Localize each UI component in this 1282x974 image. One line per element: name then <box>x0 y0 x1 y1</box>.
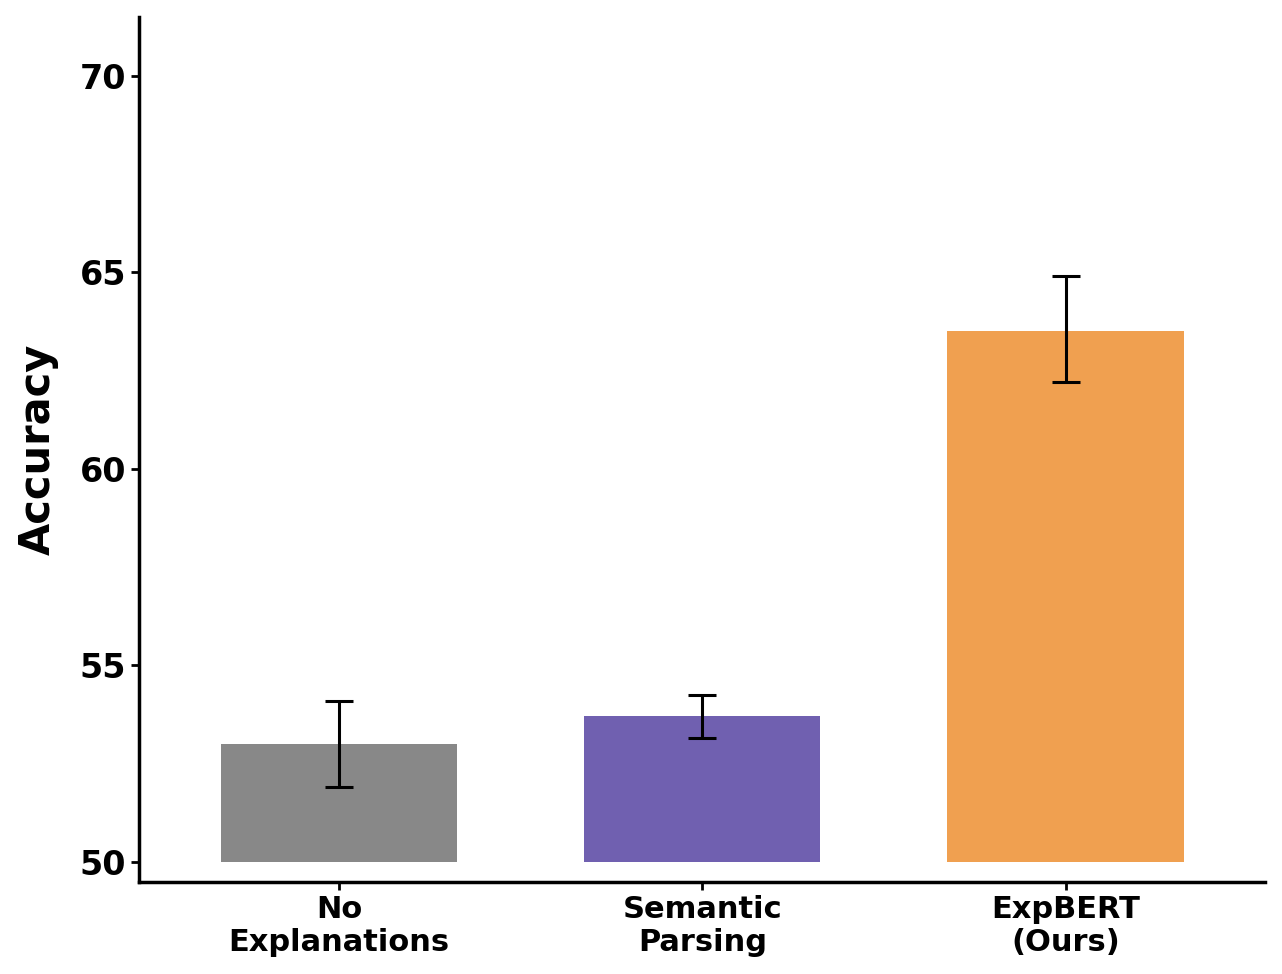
Bar <box>221 744 458 862</box>
Bar <box>947 331 1183 862</box>
Y-axis label: Accuracy: Accuracy <box>17 344 59 555</box>
Bar <box>585 717 820 862</box>
